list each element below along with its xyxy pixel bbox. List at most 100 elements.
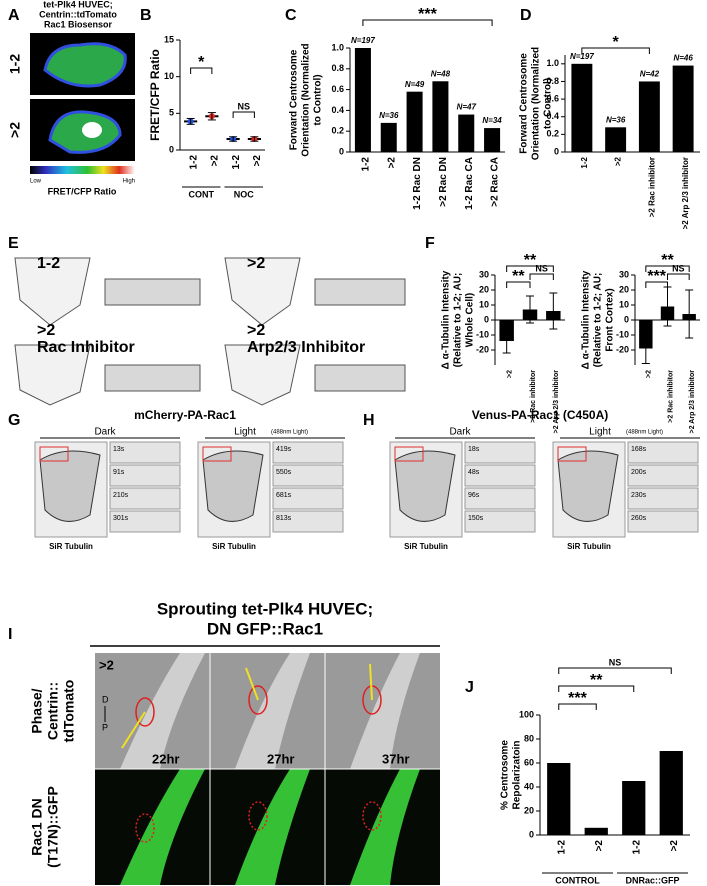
y-axis-label: Repolarizatoin — [512, 741, 523, 810]
zoom — [314, 278, 406, 306]
phase-note: (488nm Light) — [626, 430, 663, 436]
axis-label: D — [102, 694, 109, 704]
y-axis-label: Forward Centrosome — [519, 53, 530, 154]
sig-label: ** — [524, 252, 537, 269]
n-label: N=48 — [431, 69, 451, 78]
row-label: (T17N)::GFP — [45, 786, 61, 868]
group-label: CONTROL — [555, 875, 600, 885]
y-tick-label: 20 — [619, 284, 629, 294]
time-label: 48s — [468, 469, 480, 476]
time-label: 96s — [468, 492, 480, 499]
sig-bracket — [645, 265, 690, 272]
time-label: 150s — [468, 515, 484, 522]
sig-bracket — [506, 265, 554, 272]
cell — [43, 42, 127, 88]
zoom-strip — [272, 510, 344, 533]
sig-label: * — [198, 54, 205, 71]
panel-title: Sprouting tet-Plk4 HUVEC; — [157, 599, 373, 618]
time-label: 168s — [631, 446, 647, 453]
zoom-strip — [272, 487, 344, 510]
panel-letter: F — [425, 235, 435, 252]
y-tick-label: 0 — [339, 146, 344, 156]
zoom — [104, 364, 201, 392]
panel-letter: H — [363, 412, 375, 429]
row-label: >2 — [7, 122, 23, 138]
cell-label: >2 — [247, 322, 265, 339]
n-label: N=47 — [457, 103, 477, 112]
y-axis-label: Whole Cell) — [465, 293, 476, 347]
y-tick-label: 0 — [554, 146, 559, 156]
y-tick-label: 15 — [164, 34, 174, 44]
y-tick-label: 80 — [524, 733, 534, 743]
time-label: 27hr — [267, 751, 294, 766]
sig-bracket — [667, 273, 690, 280]
cell — [39, 450, 101, 522]
zoom-box — [39, 446, 69, 462]
sig-bracket — [232, 111, 255, 118]
scale-label: FRET/CFP Ratio — [48, 186, 117, 196]
time-label: 18s — [468, 446, 480, 453]
y-tick-label: 40 — [524, 781, 534, 791]
zoom-strip — [272, 441, 344, 464]
panel-letter: G — [8, 412, 20, 429]
time-label: 419s — [276, 446, 292, 453]
x-tick-label: >2 Arp 2/3 inhibitor — [553, 370, 560, 434]
y-tick-label: 1.0 — [331, 42, 344, 52]
sig-label: *** — [418, 6, 437, 23]
zoom-strip — [627, 441, 699, 464]
n-label: N=197 — [351, 36, 375, 45]
y-axis-label: % Centrosome — [500, 740, 511, 810]
cell — [202, 450, 264, 522]
cell-center — [82, 122, 102, 138]
cell-label: >2 — [247, 255, 265, 272]
sig-label: ** — [590, 672, 603, 689]
panel-title: Venus-PA-Rac1 (C450A) — [472, 408, 609, 422]
stain-label: SiR Tubulin — [404, 542, 448, 551]
zoom-strip — [627, 510, 699, 533]
panel-letter: J — [465, 679, 474, 696]
time-label: 301s — [113, 515, 129, 522]
bar — [484, 128, 501, 152]
y-tick-label: 0.6 — [546, 93, 559, 103]
y-axis-label: Orientation (Normalized — [301, 43, 312, 156]
bar — [672, 65, 694, 152]
row-label: 1-2 — [7, 54, 23, 74]
panel-title: Centrin::tdTomato — [39, 9, 117, 19]
panel-letter: E — [8, 235, 19, 252]
time-label: 210s — [113, 492, 129, 499]
x-tick-label: >2 — [614, 156, 623, 166]
sig-bracket — [558, 703, 597, 710]
panel-title: DN GFP::Rac1 — [207, 619, 323, 638]
bar — [354, 48, 371, 152]
sig-label: NS — [535, 263, 548, 273]
time-label: 230s — [631, 492, 647, 499]
sig-bracket — [645, 281, 668, 288]
time-label: 22hr — [152, 751, 179, 766]
cell-label: 1-2 — [37, 255, 60, 272]
zoom-box — [202, 446, 232, 462]
x-tick-label: 1-2 Rac DN — [412, 157, 423, 210]
sig-label: NS — [672, 263, 685, 273]
y-tick-label: 30 — [479, 269, 489, 279]
scale-low: Low — [30, 179, 42, 185]
time-label: 260s — [631, 515, 647, 522]
y-axis-label: to Control) — [543, 78, 554, 129]
y-axis-label: Δ α-Tubulin Intensity — [441, 270, 452, 369]
y-tick-label: -20 — [476, 344, 489, 354]
n-label: N=49 — [405, 80, 425, 89]
y-tick-label: 20 — [524, 805, 534, 815]
zoom-strip — [627, 487, 699, 510]
x-tick-label: >2 — [252, 155, 263, 167]
cell — [224, 257, 301, 326]
micrograph-group — [14, 257, 406, 406]
sig-label: *** — [568, 690, 587, 707]
zoom — [314, 364, 406, 392]
sig-label: *** — [647, 268, 666, 285]
sig-bracket — [362, 19, 493, 26]
y-axis-label: Forward Centrosome — [289, 49, 300, 150]
zoom-strip — [109, 510, 181, 533]
y-tick-label: 0.4 — [546, 111, 559, 121]
zoom-strip — [109, 487, 181, 510]
y-tick-label: 0.8 — [546, 76, 559, 86]
